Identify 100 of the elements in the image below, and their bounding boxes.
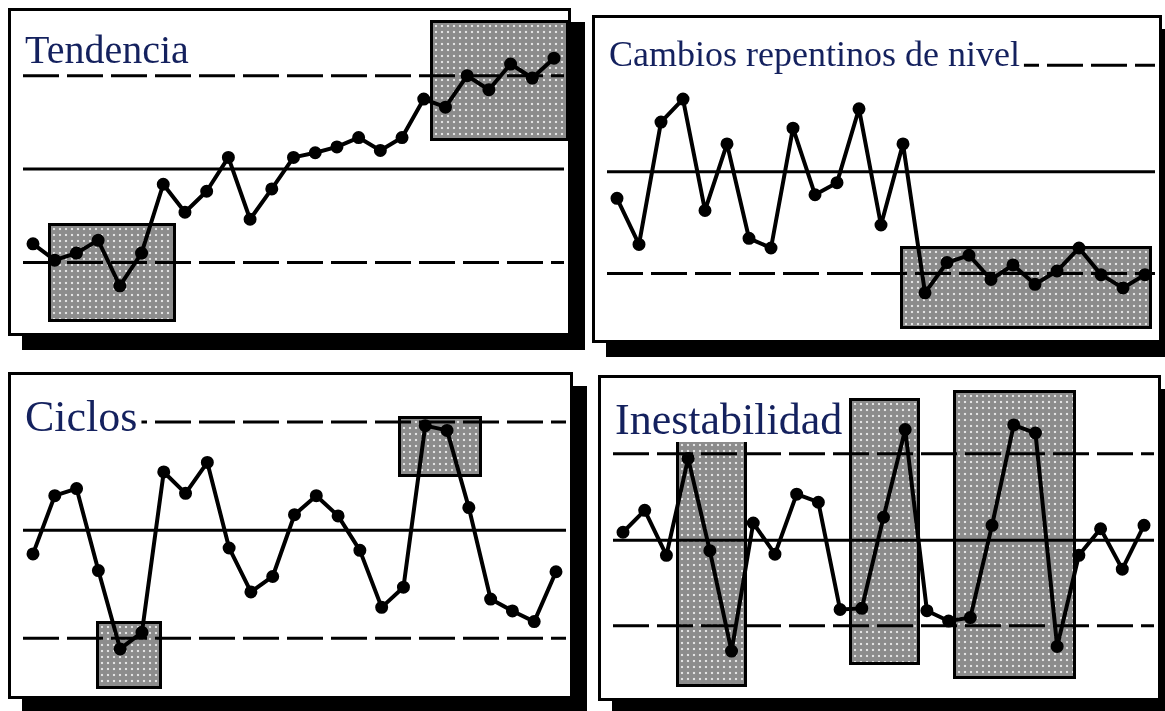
point: [178, 205, 192, 219]
point: [768, 547, 782, 561]
point: [676, 92, 690, 106]
point: [418, 419, 432, 433]
point: [1072, 548, 1086, 562]
point: [746, 516, 760, 530]
point: [222, 541, 236, 555]
point: [91, 233, 105, 247]
point: [395, 131, 409, 145]
point: [375, 600, 389, 614]
point: [460, 69, 474, 83]
point: [527, 615, 541, 629]
point: [898, 423, 912, 437]
point: [830, 176, 844, 190]
point: [352, 131, 366, 145]
point: [91, 564, 105, 578]
point: [918, 286, 932, 300]
point: [308, 146, 322, 160]
point: [549, 565, 563, 579]
point: [877, 510, 890, 524]
point: [962, 248, 976, 262]
point: [742, 231, 756, 245]
point: [113, 279, 127, 293]
point: [786, 121, 800, 135]
point: [157, 465, 171, 479]
point: [1050, 264, 1064, 278]
point: [70, 482, 84, 496]
point: [265, 182, 279, 196]
point: [396, 580, 410, 594]
point: [547, 51, 561, 65]
point: [69, 246, 83, 260]
point: [638, 503, 652, 517]
point: [852, 102, 866, 116]
point: [1007, 418, 1021, 432]
point: [244, 585, 258, 599]
point: [462, 501, 476, 515]
point: [1094, 268, 1108, 282]
point: [179, 486, 193, 500]
point: [811, 495, 825, 509]
point: [438, 100, 452, 114]
point: [1006, 258, 1020, 272]
chart-title: Tendencia: [25, 27, 190, 72]
point: [698, 203, 712, 217]
point: [659, 548, 673, 562]
point: [720, 137, 734, 151]
point: [26, 237, 40, 251]
point: [221, 150, 235, 164]
point: [874, 218, 888, 232]
point: [790, 487, 804, 501]
point: [1094, 522, 1108, 536]
point: [808, 188, 822, 202]
point: [896, 137, 910, 151]
point: [200, 455, 214, 469]
point: [331, 509, 345, 523]
point: [654, 115, 668, 129]
point: [417, 92, 431, 106]
point: [505, 604, 519, 618]
point: [1115, 562, 1129, 576]
point: [330, 140, 344, 154]
point: [504, 57, 518, 71]
point: [484, 592, 498, 606]
point: [632, 237, 646, 251]
point: [156, 177, 170, 191]
point: [725, 644, 739, 658]
point: [266, 569, 280, 583]
point: [940, 256, 954, 270]
point: [855, 601, 869, 615]
point: [525, 71, 539, 85]
point: [243, 212, 257, 226]
point: [985, 518, 999, 532]
chart-title: Ciclos: [25, 392, 138, 441]
point: [610, 191, 624, 205]
point: [200, 184, 214, 198]
point: [48, 489, 62, 503]
point: [1028, 426, 1042, 440]
point: [288, 508, 301, 522]
point: [920, 604, 934, 618]
point: [681, 451, 695, 465]
point: [616, 525, 630, 539]
point: [309, 489, 323, 503]
point: [373, 143, 387, 157]
point: [287, 150, 300, 164]
point: [963, 611, 977, 625]
point: [1116, 281, 1130, 295]
point: [440, 423, 454, 437]
point: [353, 543, 367, 557]
point: [113, 642, 127, 656]
point: [1137, 518, 1151, 532]
point: [135, 625, 149, 639]
chart-title: Cambios repentinos de nivel: [609, 34, 1020, 74]
point: [1028, 277, 1042, 291]
point: [135, 246, 149, 260]
point: [26, 547, 40, 561]
point: [833, 603, 847, 617]
chart-title: Inestabilidad: [615, 395, 843, 444]
point: [1050, 639, 1064, 653]
point: [703, 544, 717, 558]
point: [1072, 241, 1086, 255]
point: [482, 83, 496, 97]
point: [764, 241, 778, 255]
